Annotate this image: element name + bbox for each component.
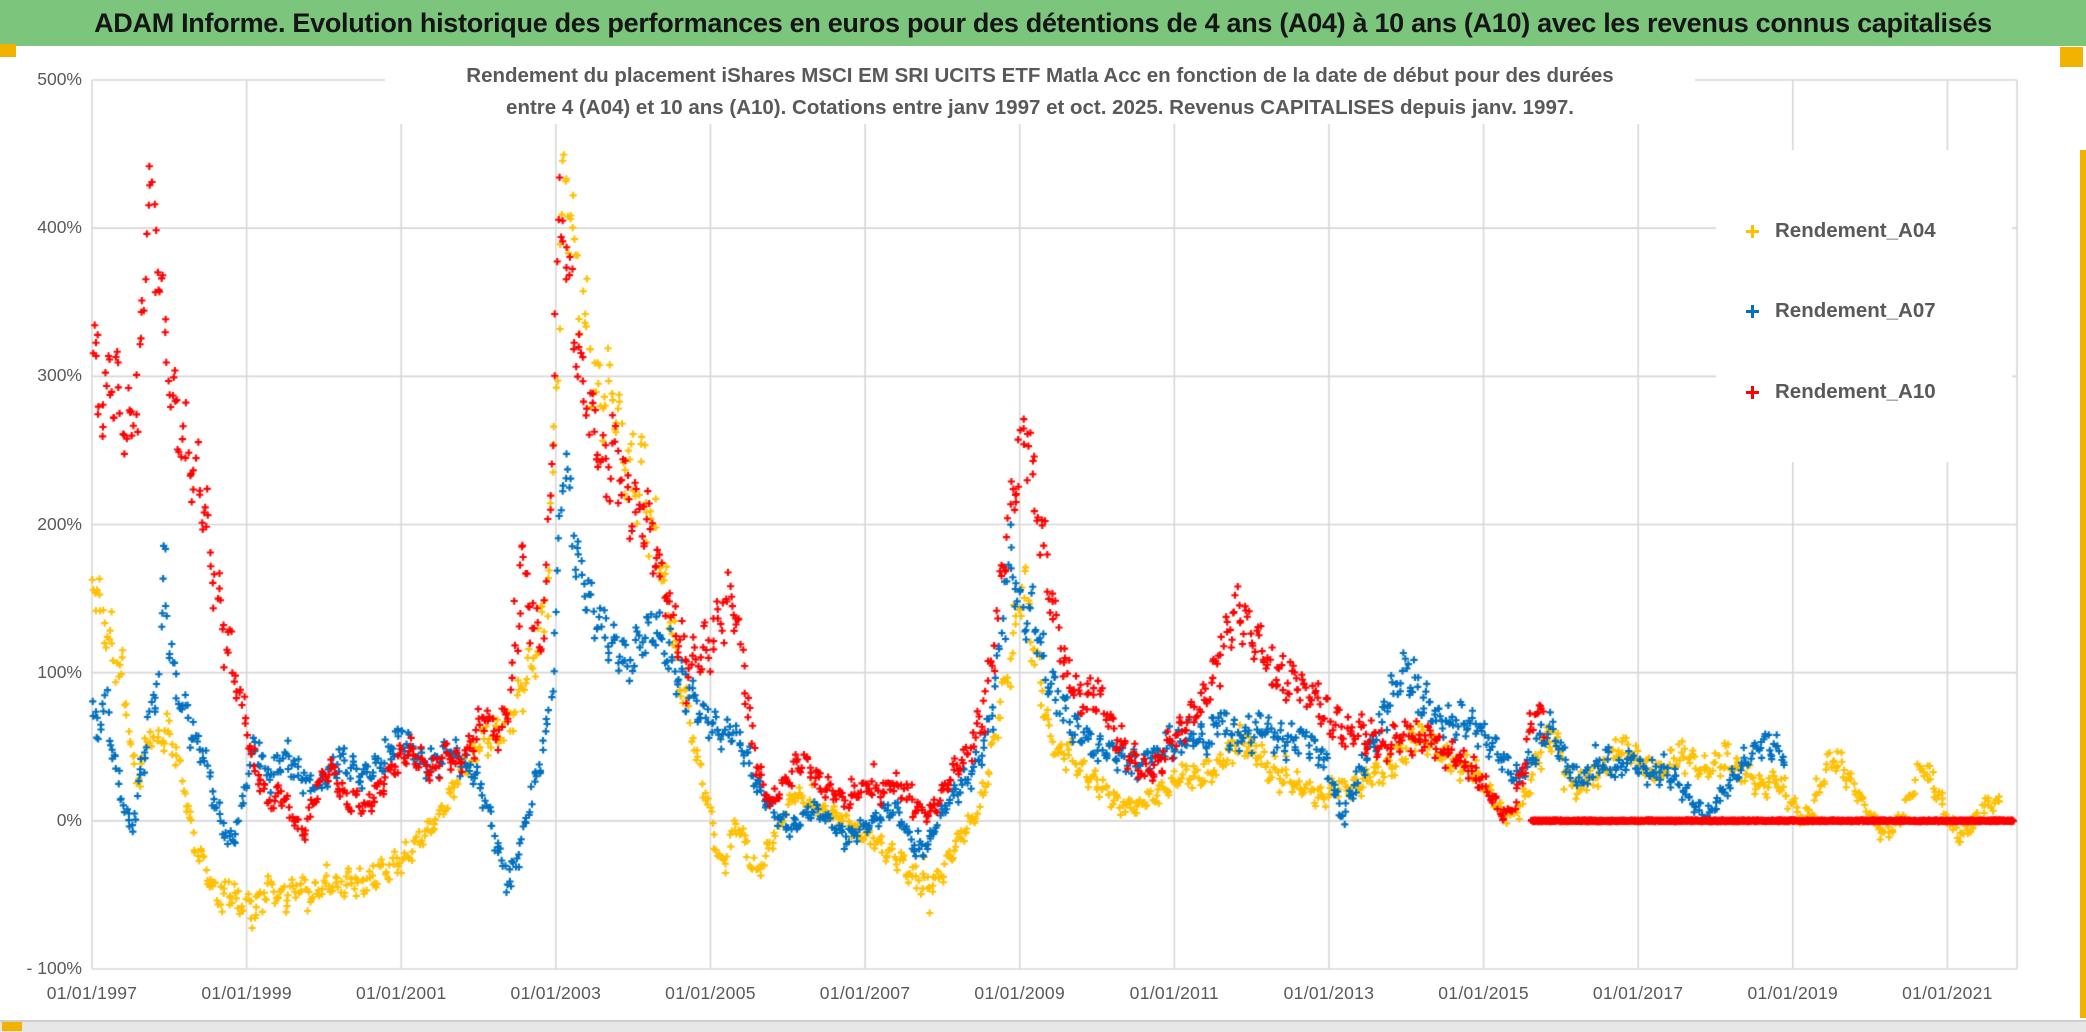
y-axis-tick-label: 100%	[37, 661, 82, 682]
app-header-banner: ADAM Informe. Evolution historique des p…	[0, 0, 2086, 46]
y-axis-tick-label: 0%	[56, 809, 82, 830]
y-axis-tick-label: 400%	[37, 217, 82, 238]
x-axis-tick-label: 01/01/2001	[355, 983, 447, 1003]
chart-area: Rendement du placement iShares MSCI EM S…	[0, 46, 2086, 1020]
legend-label-a04: Rendement_A04	[1775, 219, 1936, 242]
legend-item-a10[interactable]: Rendement_A10	[1746, 375, 1936, 409]
legend-item-a04[interactable]: Rendement_A04	[1746, 214, 1936, 248]
x-axis-tick-label: 01/01/2021	[1902, 983, 1993, 1003]
plus-marker-a10-icon	[1746, 385, 1759, 399]
page-title: ADAM Informe. Evolution historique des p…	[94, 7, 1992, 38]
chart-title: Rendement du placement iShares MSCI EM S…	[385, 60, 1695, 124]
x-axis-tick-label: 01/01/1999	[201, 983, 292, 1003]
legend-item-a07[interactable]: Rendement_A07	[1746, 294, 1936, 328]
x-axis-tick-label: 01/01/2013	[1283, 983, 1375, 1003]
legend-label-a10: Rendement_A10	[1775, 380, 1936, 403]
y-axis-tick-label: - 100%	[26, 958, 82, 978]
gold-accent-bottom-left	[2, 1022, 22, 1031]
y-axis-tick-label: 200%	[37, 513, 82, 534]
chart-title-line1: Rendement du placement iShares MSCI EM S…	[466, 64, 1614, 87]
y-axis-tick-label: 500%	[37, 69, 82, 89]
plus-marker-a04-icon	[1746, 224, 1759, 238]
legend-label-a07: Rendement_A07	[1775, 299, 1936, 322]
plus-marker-a07-icon	[1746, 304, 1759, 318]
x-axis-tick-label: 01/01/1997	[46, 983, 138, 1003]
x-axis-tick-label: 01/01/2015	[1438, 983, 1529, 1003]
y-axis-tick-label: 300%	[37, 365, 82, 386]
bottom-window-strip	[0, 1020, 2086, 1032]
chart-legend: Rendement_A04 Rendement_A07 Rendement_A1…	[1716, 150, 2012, 462]
x-axis-tick-label: 01/01/2019	[1747, 983, 1839, 1003]
x-axis-tick-label: 01/01/2009	[974, 983, 1065, 1003]
x-axis-tick-label: 01/01/2005	[665, 983, 756, 1003]
x-axis-tick-label: 01/01/2017	[1592, 983, 1684, 1003]
x-axis-tick-label: 01/01/2007	[819, 983, 911, 1003]
chart-title-line2: entre 4 (A04) et 10 ans (A10). Cotations…	[506, 96, 1574, 119]
x-axis-tick-label: 01/01/2003	[510, 983, 602, 1003]
x-axis-tick-label: 01/01/2011	[1129, 983, 1219, 1003]
